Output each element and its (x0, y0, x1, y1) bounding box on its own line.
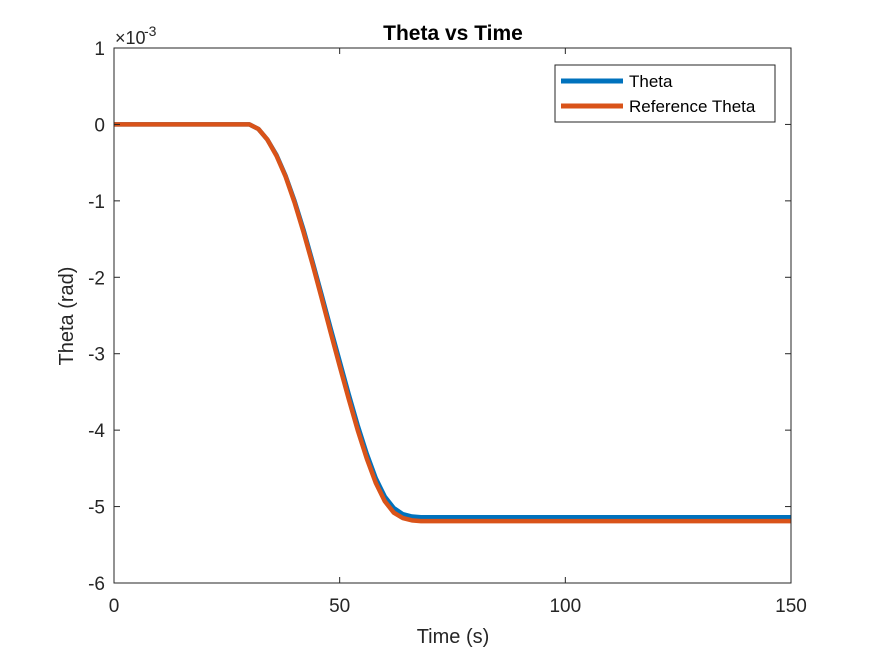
y-axis-label: Theta (rad) (56, 267, 78, 366)
y-tick-label: -2 (88, 268, 105, 289)
y-tick-label: -1 (88, 192, 105, 213)
legend: Theta Reference Theta (554, 64, 776, 123)
plot-area (114, 48, 791, 583)
y-tick-label: 1 (94, 39, 105, 60)
x-tick-label: 150 (775, 596, 807, 617)
chart-title: Theta vs Time (383, 22, 523, 45)
series-layer (114, 122, 791, 524)
series-line-reference-theta (114, 122, 791, 524)
y-tick-label: -5 (88, 498, 105, 519)
y-exponent-base: ×10 (115, 28, 146, 48)
y-axis-exponent: ×10 -3 (115, 23, 157, 48)
y-exponent-power: -3 (144, 23, 157, 39)
legend-theta-label: Theta (629, 72, 673, 91)
x-tick-label: 0 (109, 596, 120, 617)
x-tick-label: 100 (549, 596, 581, 617)
legend-box (554, 64, 776, 123)
y-tick-label: 0 (94, 115, 105, 136)
y-tick-label: -6 (88, 574, 105, 595)
y-tick-label: -4 (88, 421, 105, 442)
x-axis-label: Time (s) (417, 626, 490, 648)
legend-reference-theta-label: Reference Theta (629, 97, 756, 116)
x-tick-label: 50 (329, 596, 350, 617)
y-tick-label: -3 (88, 345, 105, 366)
axes-box (113, 47, 792, 584)
